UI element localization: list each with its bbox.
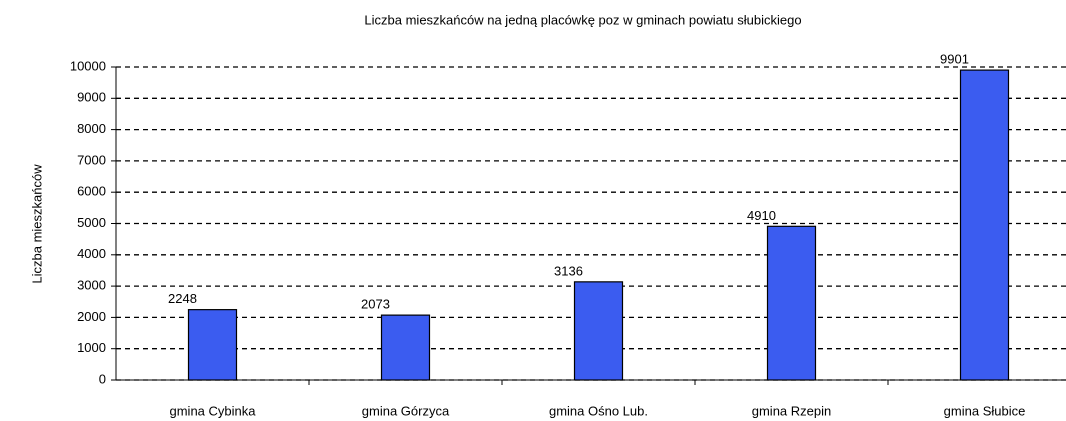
y-tick-label: 6000 bbox=[77, 184, 106, 199]
y-tick-label: 4000 bbox=[77, 246, 106, 261]
x-tick-label: gmina Rzepin bbox=[752, 403, 832, 418]
bar bbox=[766, 225, 817, 381]
data-label: 2073 bbox=[361, 297, 390, 312]
bar bbox=[959, 69, 1010, 381]
data-label: 9901 bbox=[940, 52, 969, 67]
bar bbox=[573, 281, 624, 381]
y-tick-label: 9000 bbox=[77, 90, 106, 105]
data-label: 4910 bbox=[747, 208, 776, 223]
x-tick-label: gmina Górzyca bbox=[362, 403, 450, 418]
bar bbox=[380, 314, 431, 381]
y-tick-label: 3000 bbox=[77, 278, 106, 293]
chart-title: Liczba mieszkańców na jedną placówkę poz… bbox=[364, 12, 801, 27]
y-tick-label: 5000 bbox=[77, 215, 106, 230]
data-label: 3136 bbox=[554, 263, 583, 278]
y-tick-label: 10000 bbox=[70, 58, 106, 73]
data-label: 2248 bbox=[168, 291, 197, 306]
x-tick-label: gmina Słubice bbox=[944, 403, 1026, 418]
x-tick-label: gmina Ośno Lub. bbox=[549, 403, 648, 418]
y-axis-label: Liczba mieszkańców bbox=[29, 164, 44, 284]
bar bbox=[187, 309, 238, 381]
y-tick-label: 8000 bbox=[77, 121, 106, 136]
x-tick-label: gmina Cybinka bbox=[170, 403, 257, 418]
y-tick-label: 7000 bbox=[77, 152, 106, 167]
y-tick-label: 0 bbox=[99, 371, 106, 386]
y-tick-label: 1000 bbox=[77, 340, 106, 355]
y-tick-label: 2000 bbox=[77, 309, 106, 324]
